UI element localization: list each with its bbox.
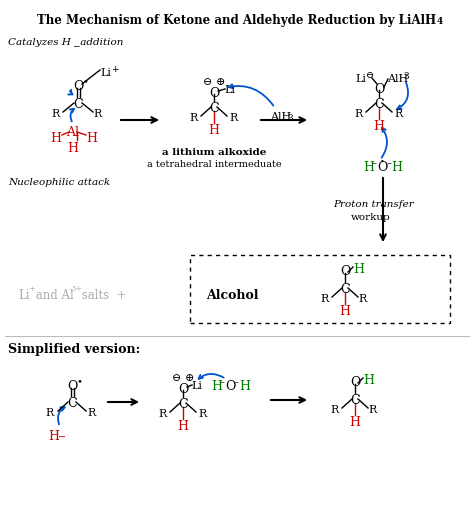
FancyArrowPatch shape [68, 90, 73, 94]
Text: H: H [48, 430, 60, 443]
Text: a lithium alkoxide: a lithium alkoxide [162, 148, 266, 157]
Text: C: C [73, 98, 83, 111]
Text: •: • [76, 377, 82, 386]
FancyArrowPatch shape [58, 407, 65, 424]
Text: H: H [374, 120, 384, 133]
Text: Catalyzes H: Catalyzes H [8, 38, 71, 47]
Text: O: O [178, 383, 188, 396]
Text: •: • [380, 158, 385, 166]
Text: workup: workup [351, 213, 391, 222]
Text: –: – [234, 378, 239, 387]
Text: H: H [211, 380, 222, 393]
Text: −: − [72, 41, 80, 50]
Text: AlH: AlH [270, 112, 291, 122]
Text: −: − [58, 433, 66, 442]
Text: The Mechanism of Ketone and Aldehyde Reduction by LiAlH: The Mechanism of Ketone and Aldehyde Red… [37, 14, 437, 27]
Text: +: + [28, 285, 35, 293]
Text: H: H [86, 132, 98, 145]
Text: R: R [321, 294, 329, 304]
Text: R: R [359, 294, 367, 304]
Text: O: O [340, 265, 350, 278]
Text: •: • [82, 77, 88, 86]
Text: C: C [178, 398, 188, 411]
Text: AlH: AlH [387, 74, 408, 84]
Text: 3: 3 [403, 72, 409, 81]
Text: H: H [177, 420, 189, 433]
Text: C: C [67, 397, 77, 410]
Text: R: R [199, 409, 207, 419]
Text: H: H [353, 263, 364, 276]
Text: H: H [391, 161, 402, 174]
Text: 4: 4 [437, 17, 443, 26]
Text: O: O [67, 380, 77, 393]
Text: R: R [52, 109, 60, 119]
Bar [190, 255, 450, 323]
Text: –: – [220, 378, 225, 387]
Text: a tetrahedral intermeduate: a tetrahedral intermeduate [146, 160, 281, 169]
Text: H: H [363, 374, 374, 387]
Text: ⊖: ⊖ [203, 77, 213, 87]
Text: 3+: 3+ [70, 285, 82, 293]
Text: R: R [159, 409, 167, 419]
Text: H: H [339, 305, 350, 318]
Text: R: R [46, 408, 54, 418]
Text: O: O [225, 380, 236, 393]
Text: H: H [349, 416, 361, 429]
FancyArrowPatch shape [70, 109, 74, 121]
Text: salts  +: salts + [78, 289, 127, 302]
Text: R: R [88, 408, 96, 418]
Text: ⊕: ⊕ [184, 373, 194, 383]
Text: –: – [372, 159, 377, 168]
Text: and Al: and Al [32, 289, 74, 302]
Text: R: R [94, 109, 102, 119]
Text: H: H [51, 132, 62, 145]
Text: O: O [377, 161, 387, 174]
Text: ⊕: ⊕ [215, 77, 225, 87]
Text: Li: Li [100, 68, 111, 78]
Text: Li: Li [18, 289, 29, 302]
Text: O: O [209, 87, 219, 100]
Text: –: – [387, 159, 392, 168]
Text: R: R [355, 109, 363, 119]
FancyArrowPatch shape [382, 128, 387, 158]
Text: C: C [350, 394, 360, 407]
Text: H: H [67, 142, 79, 155]
Text: R: R [230, 113, 238, 123]
Text: H: H [209, 124, 219, 137]
Text: Nucleophilic attack: Nucleophilic attack [8, 178, 110, 187]
FancyArrowPatch shape [228, 85, 273, 106]
Text: O: O [350, 376, 360, 389]
Text: Simplified version:: Simplified version: [8, 343, 140, 356]
Text: R: R [369, 405, 377, 415]
Text: Li: Li [224, 85, 235, 95]
Text: H: H [363, 161, 374, 174]
Text: Li: Li [355, 74, 366, 84]
Text: O: O [374, 83, 384, 96]
FancyArrowPatch shape [397, 82, 408, 109]
Text: C: C [340, 283, 350, 296]
Text: Alcohol: Alcohol [206, 289, 258, 302]
Text: Al: Al [66, 126, 80, 139]
Text: C: C [209, 102, 219, 115]
Text: H: H [239, 380, 250, 393]
Text: R: R [331, 405, 339, 415]
Text: +: + [111, 65, 118, 74]
Text: Li: Li [191, 381, 202, 391]
Text: 3: 3 [287, 114, 292, 123]
Text: ⊖: ⊖ [366, 71, 374, 80]
Text: R: R [190, 113, 198, 123]
Text: Proton transfer: Proton transfer [333, 200, 414, 209]
FancyArrowPatch shape [199, 374, 224, 379]
Text: R: R [395, 109, 403, 119]
Text: C: C [374, 98, 384, 111]
Text: addition: addition [77, 38, 123, 47]
Text: O: O [73, 80, 83, 93]
Text: ⊖: ⊖ [173, 373, 182, 383]
